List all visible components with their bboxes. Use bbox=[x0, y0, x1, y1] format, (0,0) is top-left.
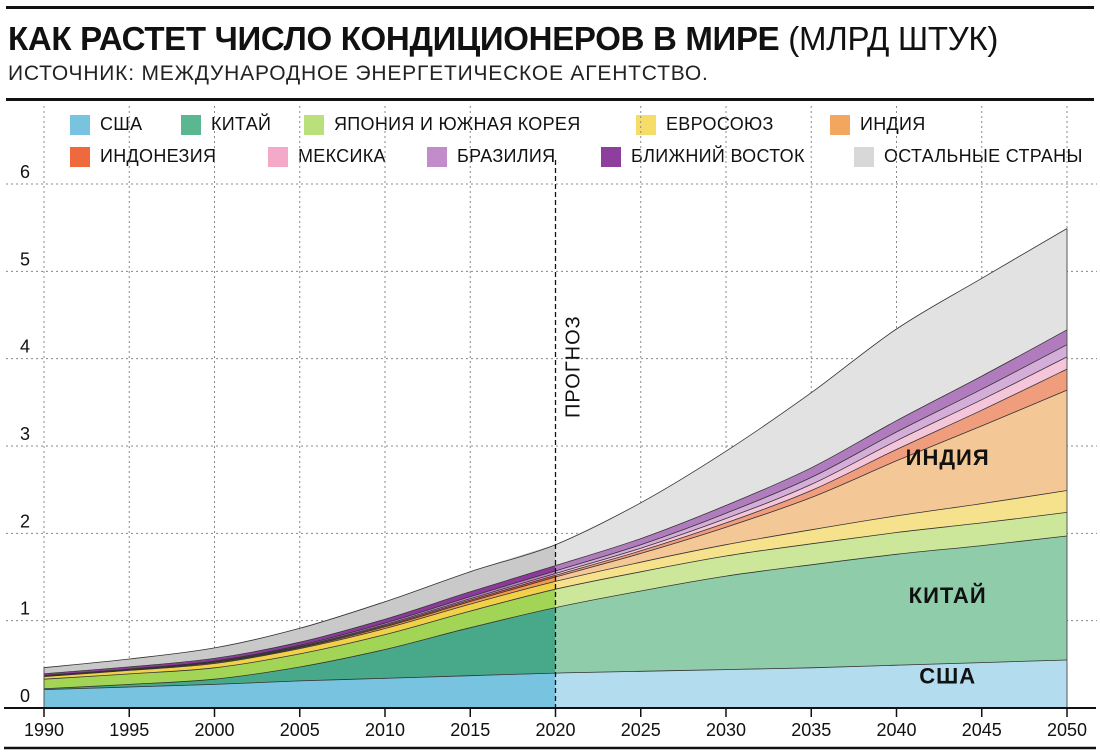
legend-swatch-japan-korea bbox=[304, 114, 324, 135]
series-line-6 bbox=[43, 356, 1068, 677]
annotations: ИНДИЯ КИТАЙ США bbox=[906, 445, 990, 689]
x-tick-label: 2015 bbox=[450, 720, 490, 740]
legend-item-japan-korea: ЯПОНИЯ И ЮЖНАЯ КОРЕЯ bbox=[304, 114, 581, 135]
x-tick-label: 2025 bbox=[621, 720, 661, 740]
x-tick-label: 2040 bbox=[876, 720, 916, 740]
legend-swatch-india bbox=[830, 114, 850, 135]
annotation-label: ИНДИЯ bbox=[906, 445, 990, 470]
title-unit: (МЛРД ШТУК) bbox=[788, 20, 999, 57]
y-tick-label: 3 bbox=[20, 424, 30, 444]
annotation-label: КИТАЙ bbox=[909, 583, 987, 608]
legend-label: ЯПОНИЯ И ЮЖНАЯ КОРЕЯ bbox=[334, 114, 581, 134]
legend-item-india: ИНДИЯ bbox=[830, 114, 926, 135]
x-tick-label: 2000 bbox=[194, 720, 234, 740]
series-line-1 bbox=[43, 535, 1068, 690]
legend-label: МЕКСИКА bbox=[298, 146, 386, 166]
x-tick-label: 1990 bbox=[24, 720, 64, 740]
series-line-3 bbox=[43, 490, 1068, 677]
x-tick-label: 2005 bbox=[280, 720, 320, 740]
legend-label: БЛИЖНИЙ ВОСТОК bbox=[631, 146, 805, 166]
legend-swatch-other bbox=[854, 146, 874, 167]
top-rule bbox=[6, 6, 1094, 9]
legend-swatch-middle-east bbox=[601, 146, 621, 167]
legend-label: БРАЗИЛИЯ bbox=[457, 146, 556, 166]
axes: 0 1 2 3 4 5 6 1990 1995 2000 2005 2010 2015 2020 2025 2… bbox=[4, 162, 1096, 750]
forecast-label: ПРОГНОЗ bbox=[563, 315, 585, 418]
legend-label: ЕВРОСОЮЗ bbox=[666, 114, 774, 134]
chart-subtitle: ИСТОЧНИК: МЕЖДУНАРОДНОЕ ЭНЕРГЕТИЧЕСКОЕ А… bbox=[8, 62, 709, 85]
y-tick-label: 5 bbox=[20, 249, 30, 269]
legend-swatch-usa bbox=[70, 114, 90, 135]
area-series bbox=[43, 228, 1068, 709]
y-tick-label: 0 bbox=[20, 686, 30, 706]
x-tick-label: 2050 bbox=[1047, 720, 1087, 740]
y-tick-label: 6 bbox=[20, 162, 30, 182]
x-tick-label: 2045 bbox=[962, 720, 1002, 740]
legend-swatch-eu bbox=[636, 114, 656, 135]
x-tick-label: 2030 bbox=[706, 720, 746, 740]
annotation-label: США bbox=[919, 664, 976, 689]
legend-swatch-china bbox=[181, 114, 201, 135]
legend-item-mexico: МЕКСИКА bbox=[268, 146, 386, 167]
chart-title: КАК РАСТЕТ ЧИСЛО КОНДИЦИОНЕРОВ В МИРЕ (М… bbox=[8, 20, 998, 58]
legend-label: ОСТАЛЬНЫЕ СТРАНЫ bbox=[884, 146, 1083, 166]
legend-item-china: КИТАЙ bbox=[181, 114, 271, 135]
y-tick-label: 4 bbox=[20, 337, 30, 357]
series-line-8 bbox=[43, 329, 1068, 675]
legend-item-usa: США bbox=[70, 114, 142, 135]
header-rule bbox=[6, 98, 1094, 101]
x-tick-label: 2020 bbox=[535, 720, 575, 740]
legend-swatch-brazil bbox=[427, 146, 447, 167]
y-tick-label: 2 bbox=[20, 511, 30, 531]
x-tick-label: 2035 bbox=[791, 720, 831, 740]
legend-item-other: ОСТАЛЬНЫЕ СТРАНЫ bbox=[854, 146, 1083, 167]
legend-item-brazil: БРАЗИЛИЯ bbox=[427, 146, 555, 167]
legend-label: США bbox=[100, 114, 143, 134]
legend-swatch-indonesia bbox=[70, 146, 90, 167]
y-tick-label: 1 bbox=[20, 599, 30, 619]
legend-item-eu: ЕВРОСОЮЗ bbox=[636, 114, 774, 135]
legend-label: ИНДИЯ bbox=[860, 114, 926, 134]
legend-item-middle-east: БЛИЖНИЙ ВОСТОК bbox=[601, 146, 805, 167]
legend-label: КИТАЙ bbox=[211, 114, 272, 134]
x-tick-label: 1995 bbox=[109, 720, 149, 740]
series-line-2 bbox=[43, 512, 1068, 680]
title-main: КАК РАСТЕТ ЧИСЛО КОНДИЦИОНЕРОВ В МИРЕ bbox=[8, 20, 780, 57]
forecast-marker: ПРОГНОЗ bbox=[554, 160, 585, 708]
x-tick-label: 2010 bbox=[365, 720, 405, 740]
legend-swatch-mexico bbox=[268, 146, 288, 167]
